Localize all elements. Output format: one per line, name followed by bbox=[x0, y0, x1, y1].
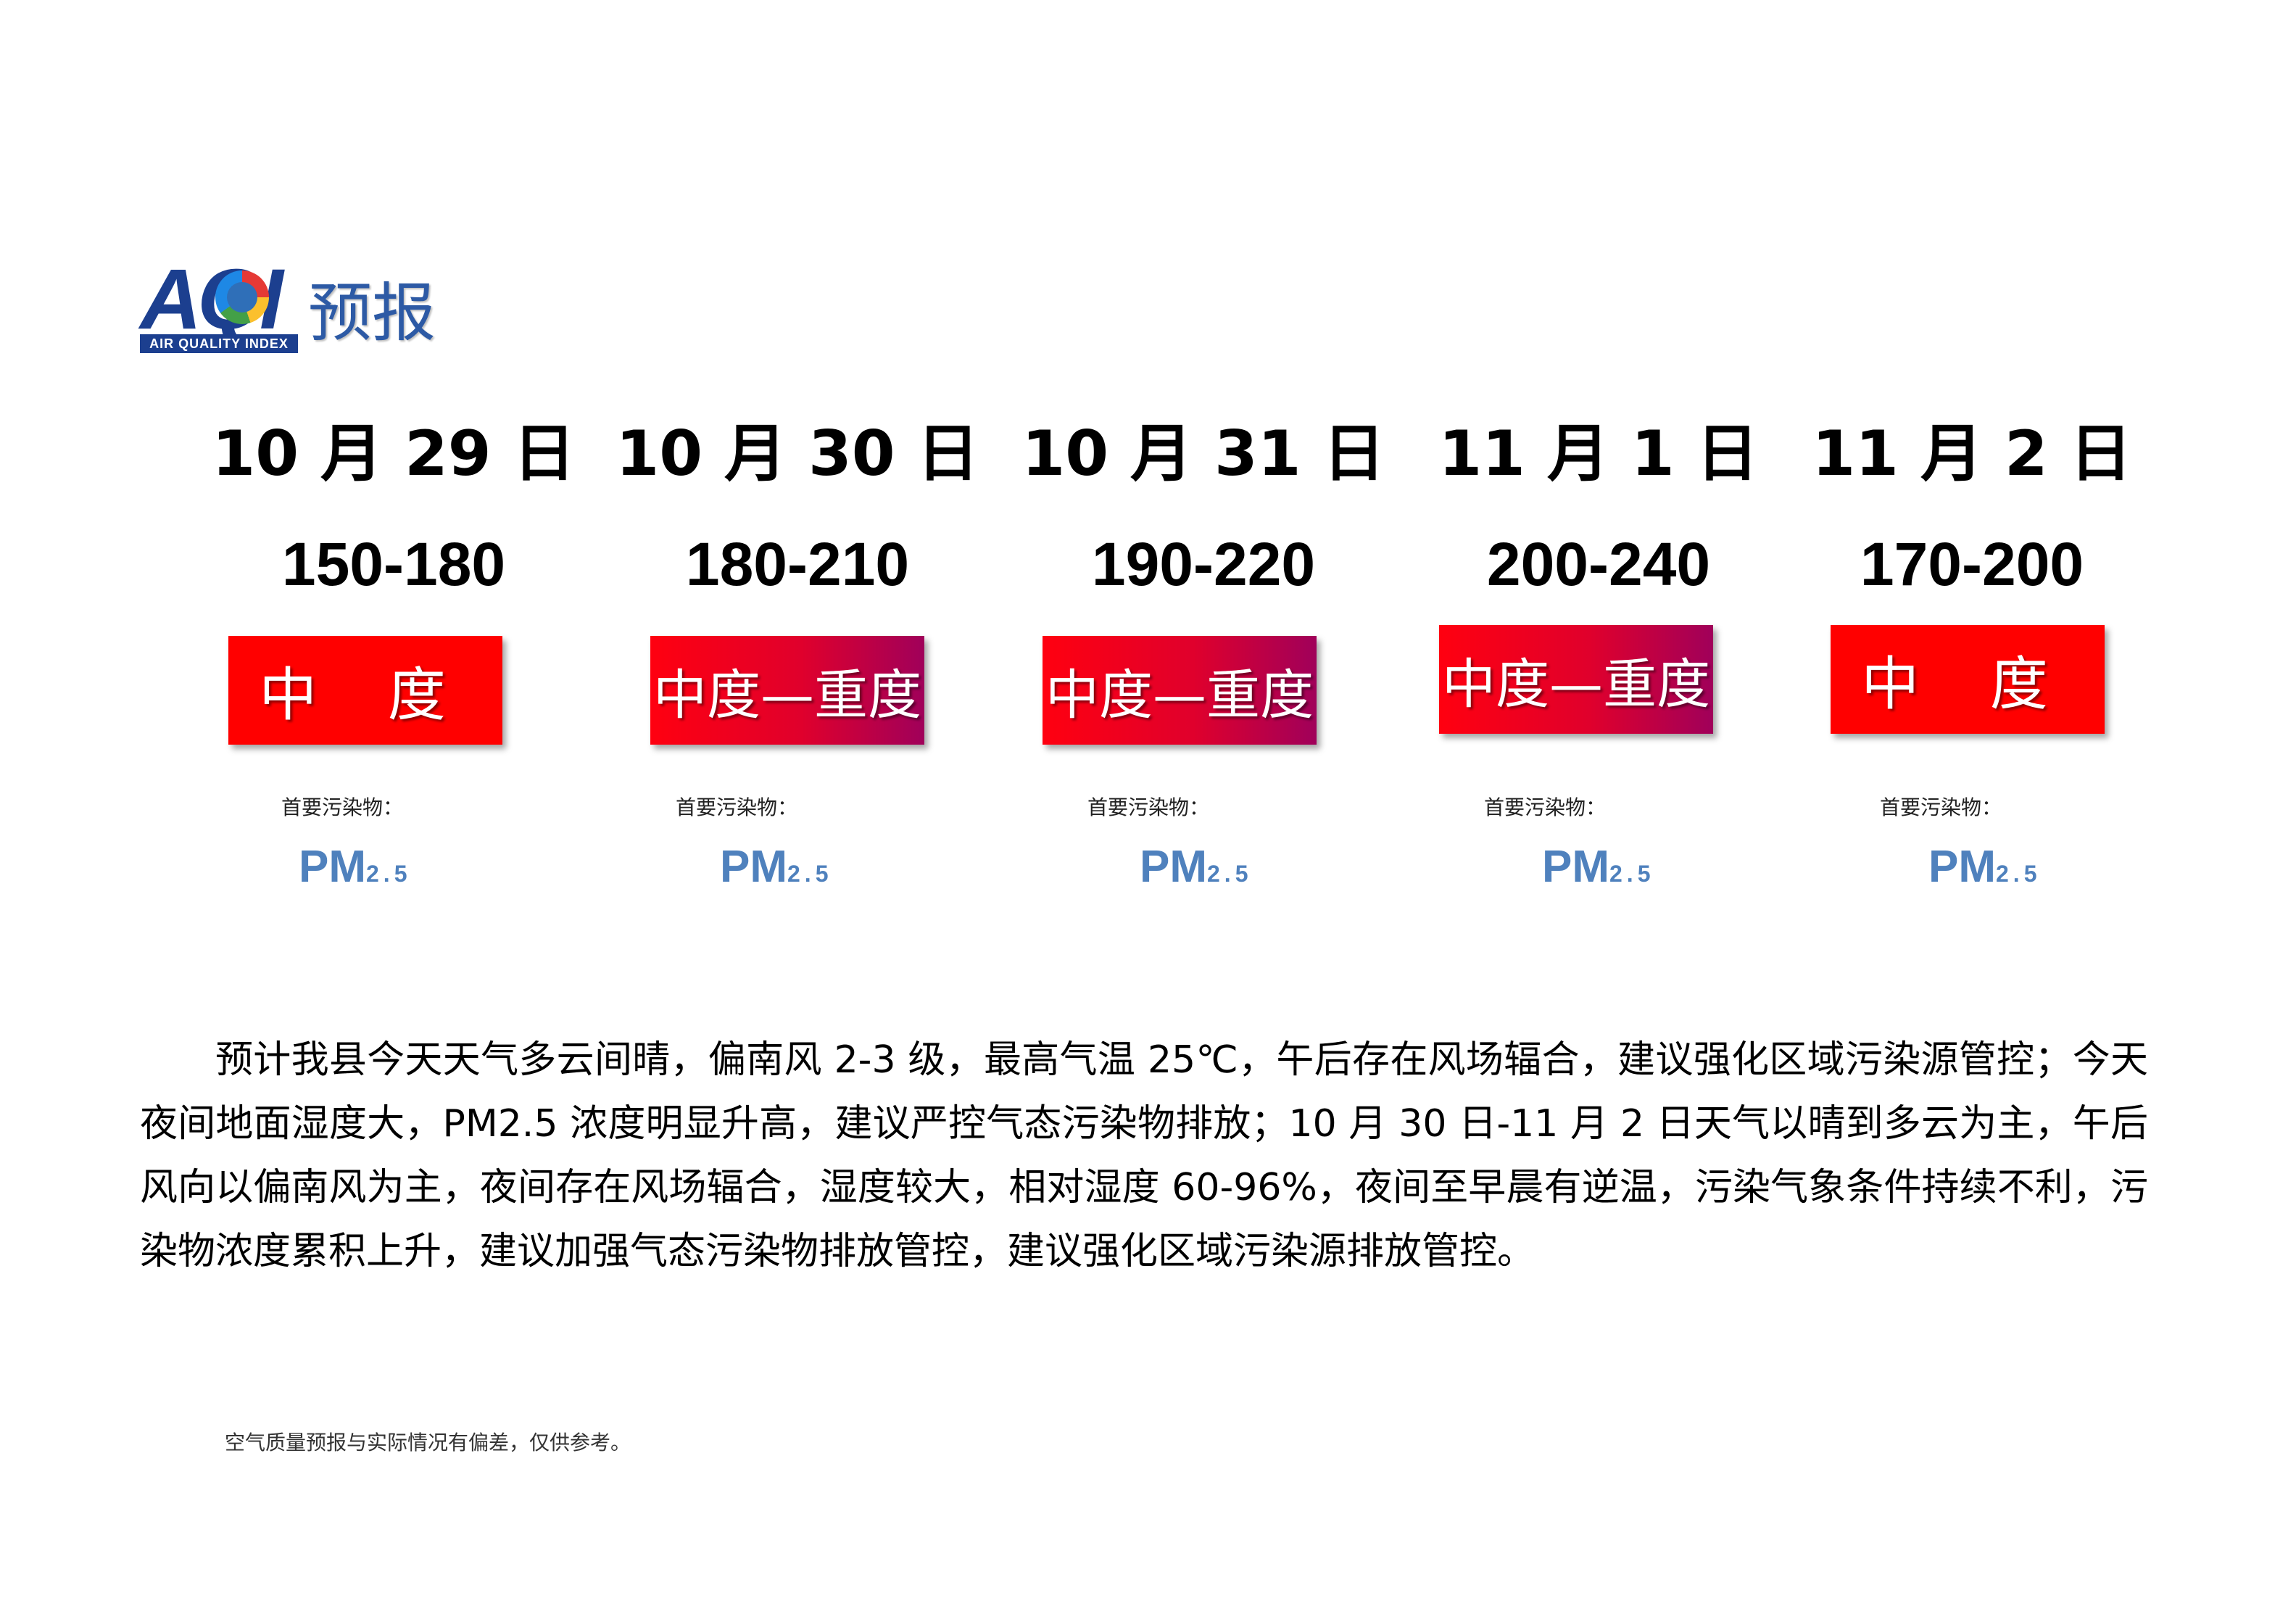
aqi-range: 200-240 bbox=[1486, 530, 1711, 598]
page-title: 预报 bbox=[308, 276, 436, 350]
level-badge: 中 度 bbox=[1831, 625, 2105, 734]
primary-pollutant-label: 首要污染物： bbox=[281, 795, 404, 819]
primary-pollutant: PM2.5 bbox=[1928, 841, 2041, 893]
aqi-range: 170-200 bbox=[1860, 530, 2084, 598]
aqi-emblem: AQI AIR QUALITY INDEX bbox=[140, 252, 299, 353]
primary-pollutant: PM2.5 bbox=[720, 841, 832, 893]
primary-pollutant-label: 首要污染物： bbox=[1880, 795, 2002, 819]
pollutant-subscript: 2.5 bbox=[1207, 861, 1253, 887]
pollutant-name: PM bbox=[720, 842, 787, 892]
pollutant-name: PM bbox=[1140, 842, 1207, 892]
pollutant-subscript: 2.5 bbox=[1609, 861, 1655, 887]
level-badge: 中度—重度 bbox=[1439, 625, 1713, 734]
primary-pollutant: PM2.5 bbox=[299, 841, 411, 893]
primary-pollutant: PM2.5 bbox=[1140, 841, 1252, 893]
forecast-date: 11 月 2 日 bbox=[1812, 418, 2132, 490]
level-badge: 中度—重度 bbox=[1043, 636, 1317, 745]
globe-icon bbox=[215, 270, 269, 324]
disclaimer: 空气质量预报与实际情况有偏差，仅供参考。 bbox=[225, 1431, 631, 1455]
aqi-range: 180-210 bbox=[685, 530, 910, 598]
forecast-description: 预计我县今天天气多云间晴，偏南风 2-3 级，最高气温 25℃，午后存在风场辐合… bbox=[140, 1038, 2148, 1273]
primary-pollutant: PM2.5 bbox=[1542, 841, 1654, 893]
primary-pollutant-label: 首要污染物： bbox=[676, 795, 798, 819]
forecast-date: 10 月 31 日 bbox=[1021, 418, 1385, 490]
pollutant-subscript: 2.5 bbox=[1996, 861, 2042, 887]
pollutant-subscript: 2.5 bbox=[787, 861, 833, 887]
primary-pollutant-label: 首要污染物： bbox=[1484, 795, 1607, 819]
pollutant-subscript: 2.5 bbox=[366, 861, 412, 887]
forecast-date: 10 月 30 日 bbox=[616, 418, 979, 490]
pollutant-name: PM bbox=[1542, 842, 1609, 892]
aqi-range: 150-180 bbox=[281, 530, 506, 598]
forecast-date: 10 月 29 日 bbox=[212, 418, 576, 490]
level-badge: 中 度 bbox=[228, 636, 502, 745]
primary-pollutant-label: 首要污染物： bbox=[1087, 795, 1210, 819]
pollutant-name: PM bbox=[299, 842, 366, 892]
pollutant-name: PM bbox=[1928, 842, 1996, 892]
aqi-logo: AQI AIR QUALITY INDEX 预报 bbox=[140, 252, 444, 360]
aqi-range: 190-220 bbox=[1091, 530, 1316, 598]
aqi-logo-subtitle: AIR QUALITY INDEX bbox=[140, 334, 298, 353]
forecast-date: 11 月 1 日 bbox=[1438, 418, 1759, 490]
level-badge: 中度—重度 bbox=[650, 636, 924, 745]
